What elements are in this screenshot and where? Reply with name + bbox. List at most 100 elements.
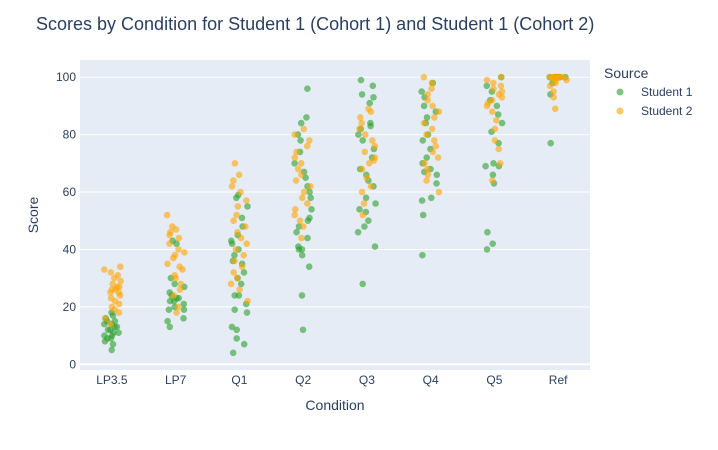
data-point-student-1[interactable] bbox=[231, 306, 238, 314]
data-point-student-2[interactable] bbox=[550, 88, 557, 95]
data-point-student-1[interactable] bbox=[166, 323, 174, 331]
data-point-student-2[interactable] bbox=[181, 249, 188, 256]
data-point-student-2[interactable] bbox=[176, 286, 184, 293]
data-point-student-1[interactable] bbox=[231, 251, 238, 259]
data-point-student-1[interactable] bbox=[104, 326, 112, 334]
data-point-student-1[interactable] bbox=[244, 203, 251, 210]
data-point-student-2[interactable] bbox=[101, 266, 108, 273]
data-point-student-1[interactable] bbox=[180, 306, 188, 314]
data-point-student-2[interactable] bbox=[434, 154, 442, 161]
data-point-student-2[interactable] bbox=[300, 188, 308, 196]
data-point-student-1[interactable] bbox=[359, 280, 367, 288]
data-point-student-2[interactable] bbox=[423, 131, 430, 138]
data-point-student-2[interactable] bbox=[116, 283, 123, 291]
data-point-student-2[interactable] bbox=[299, 194, 306, 202]
data-point-student-2[interactable] bbox=[236, 286, 243, 293]
data-point-student-2[interactable] bbox=[107, 294, 115, 302]
data-point-student-2[interactable] bbox=[428, 85, 435, 92]
data-point-student-1[interactable] bbox=[108, 346, 115, 354]
data-point-student-2[interactable] bbox=[371, 154, 379, 161]
data-point-student-2[interactable] bbox=[244, 297, 251, 305]
data-point-student-1[interactable] bbox=[164, 317, 171, 325]
data-point-student-2[interactable] bbox=[429, 148, 437, 156]
data-point-student-2[interactable] bbox=[367, 183, 375, 190]
data-point-student-1[interactable] bbox=[306, 188, 313, 196]
data-point-student-2[interactable] bbox=[483, 76, 491, 84]
data-point-student-2[interactable] bbox=[304, 200, 311, 207]
data-point-student-2[interactable] bbox=[228, 183, 236, 190]
data-point-student-1[interactable] bbox=[367, 119, 374, 127]
data-point-student-2[interactable] bbox=[176, 263, 183, 271]
data-point-student-2[interactable] bbox=[307, 183, 314, 190]
data-point-student-2[interactable] bbox=[306, 137, 313, 144]
data-point-student-2[interactable] bbox=[356, 125, 363, 133]
data-point-student-2[interactable] bbox=[431, 114, 438, 121]
data-point-student-1[interactable] bbox=[482, 162, 489, 170]
data-point-student-2[interactable] bbox=[293, 148, 300, 156]
data-point-student-2[interactable] bbox=[424, 165, 431, 173]
data-point-student-2[interactable] bbox=[169, 223, 176, 230]
data-point-student-1[interactable] bbox=[291, 160, 298, 167]
data-point-student-2[interactable] bbox=[294, 165, 302, 173]
data-point-student-2[interactable] bbox=[231, 160, 239, 167]
legend-item-student-2[interactable]: Student 2 bbox=[616, 104, 693, 118]
data-point-student-2[interactable] bbox=[237, 188, 244, 196]
data-point-student-2[interactable] bbox=[164, 260, 171, 268]
data-point-student-1[interactable] bbox=[101, 332, 108, 339]
data-point-student-1[interactable] bbox=[483, 82, 491, 90]
data-point-student-2[interactable] bbox=[298, 234, 305, 242]
data-point-student-2[interactable] bbox=[550, 94, 557, 101]
data-point-student-1[interactable] bbox=[493, 102, 501, 110]
data-point-student-1[interactable] bbox=[355, 131, 362, 138]
data-point-student-2[interactable] bbox=[424, 171, 432, 179]
data-point-student-1[interactable] bbox=[243, 309, 251, 316]
data-point-student-1[interactable] bbox=[362, 194, 370, 202]
data-point-student-1[interactable] bbox=[303, 114, 310, 121]
data-point-student-1[interactable] bbox=[366, 99, 374, 107]
data-point-student-1[interactable] bbox=[115, 329, 122, 337]
data-point-student-1[interactable] bbox=[298, 251, 306, 259]
data-point-student-2[interactable] bbox=[240, 251, 247, 259]
data-point-student-2[interactable] bbox=[361, 148, 369, 156]
data-point-student-1[interactable] bbox=[229, 349, 237, 357]
data-point-student-1[interactable] bbox=[304, 234, 311, 242]
legend-item-student-1[interactable]: Student 1 bbox=[616, 85, 693, 99]
data-point-student-2[interactable] bbox=[358, 119, 366, 127]
data-point-student-2[interactable] bbox=[432, 142, 440, 150]
data-point-student-2[interactable] bbox=[420, 119, 428, 127]
data-point-student-2[interactable] bbox=[117, 263, 124, 271]
data-point-student-2[interactable] bbox=[546, 82, 554, 90]
data-point-student-2[interactable] bbox=[496, 160, 504, 167]
data-point-student-2[interactable] bbox=[230, 269, 237, 276]
data-point-student-2[interactable] bbox=[230, 177, 237, 184]
data-point-student-1[interactable] bbox=[180, 315, 187, 322]
data-point-student-1[interactable] bbox=[165, 306, 173, 314]
data-point-student-2[interactable] bbox=[175, 303, 182, 311]
data-point-student-2[interactable] bbox=[238, 263, 246, 271]
data-point-student-2[interactable] bbox=[175, 234, 183, 242]
data-point-student-1[interactable] bbox=[237, 280, 245, 288]
data-point-student-2[interactable] bbox=[300, 125, 308, 133]
data-point-student-2[interactable] bbox=[489, 108, 496, 115]
data-point-student-1[interactable] bbox=[180, 300, 188, 308]
data-point-student-2[interactable] bbox=[297, 160, 305, 167]
data-point-student-1[interactable] bbox=[428, 194, 435, 202]
data-point-student-2[interactable] bbox=[292, 177, 300, 184]
data-point-student-2[interactable] bbox=[423, 177, 430, 184]
data-point-student-1[interactable] bbox=[372, 200, 379, 207]
data-point-student-2[interactable] bbox=[435, 188, 443, 196]
data-point-student-1[interactable] bbox=[489, 171, 497, 179]
data-point-student-2[interactable] bbox=[421, 160, 428, 167]
data-point-student-2[interactable] bbox=[114, 272, 122, 279]
data-point-student-2[interactable] bbox=[234, 274, 241, 282]
data-point-student-1[interactable] bbox=[357, 76, 365, 84]
data-point-student-1[interactable] bbox=[299, 326, 307, 334]
data-point-student-1[interactable] bbox=[356, 206, 363, 213]
data-point-student-2[interactable] bbox=[424, 96, 432, 104]
data-point-student-2[interactable] bbox=[101, 315, 109, 322]
data-point-student-1[interactable] bbox=[420, 102, 428, 110]
data-point-student-2[interactable] bbox=[107, 269, 115, 276]
data-point-student-2[interactable] bbox=[428, 79, 436, 87]
data-point-student-1[interactable] bbox=[483, 246, 491, 253]
data-point-student-2[interactable] bbox=[498, 73, 505, 81]
